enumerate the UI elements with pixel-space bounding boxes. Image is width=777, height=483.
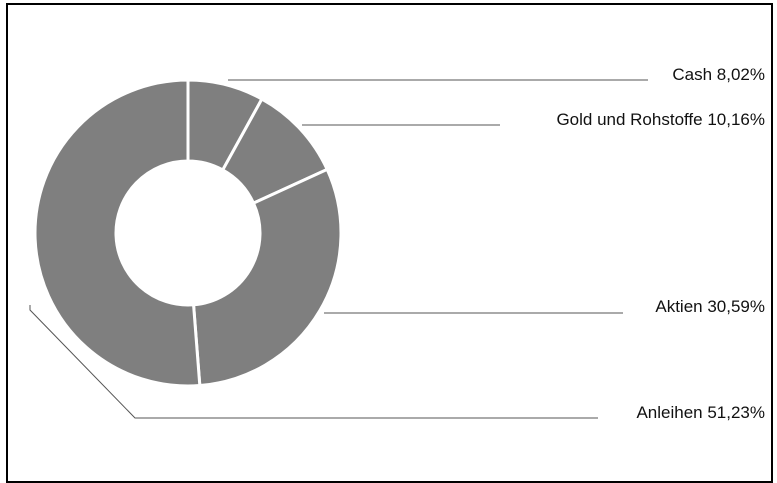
data-label-aktien: Aktien 30,59% (655, 297, 765, 316)
slice-anleihen (33, 78, 202, 388)
leader-line-anleihen (29, 305, 598, 419)
data-label-gold-und-rohstoffe: Gold und Rohstoffe 10,16% (556, 110, 765, 129)
leader-lines (29, 79, 648, 419)
chart-frame (6, 3, 773, 483)
data-label-anleihen: Anleihen 51,23% (636, 403, 765, 422)
data-labels: Cash 8,02% Gold und Rohstoffe 10,16% Akt… (556, 65, 765, 422)
slice-aktien (191, 167, 343, 388)
donut-slices (33, 78, 343, 388)
data-label-cash: Cash 8,02% (672, 65, 765, 84)
